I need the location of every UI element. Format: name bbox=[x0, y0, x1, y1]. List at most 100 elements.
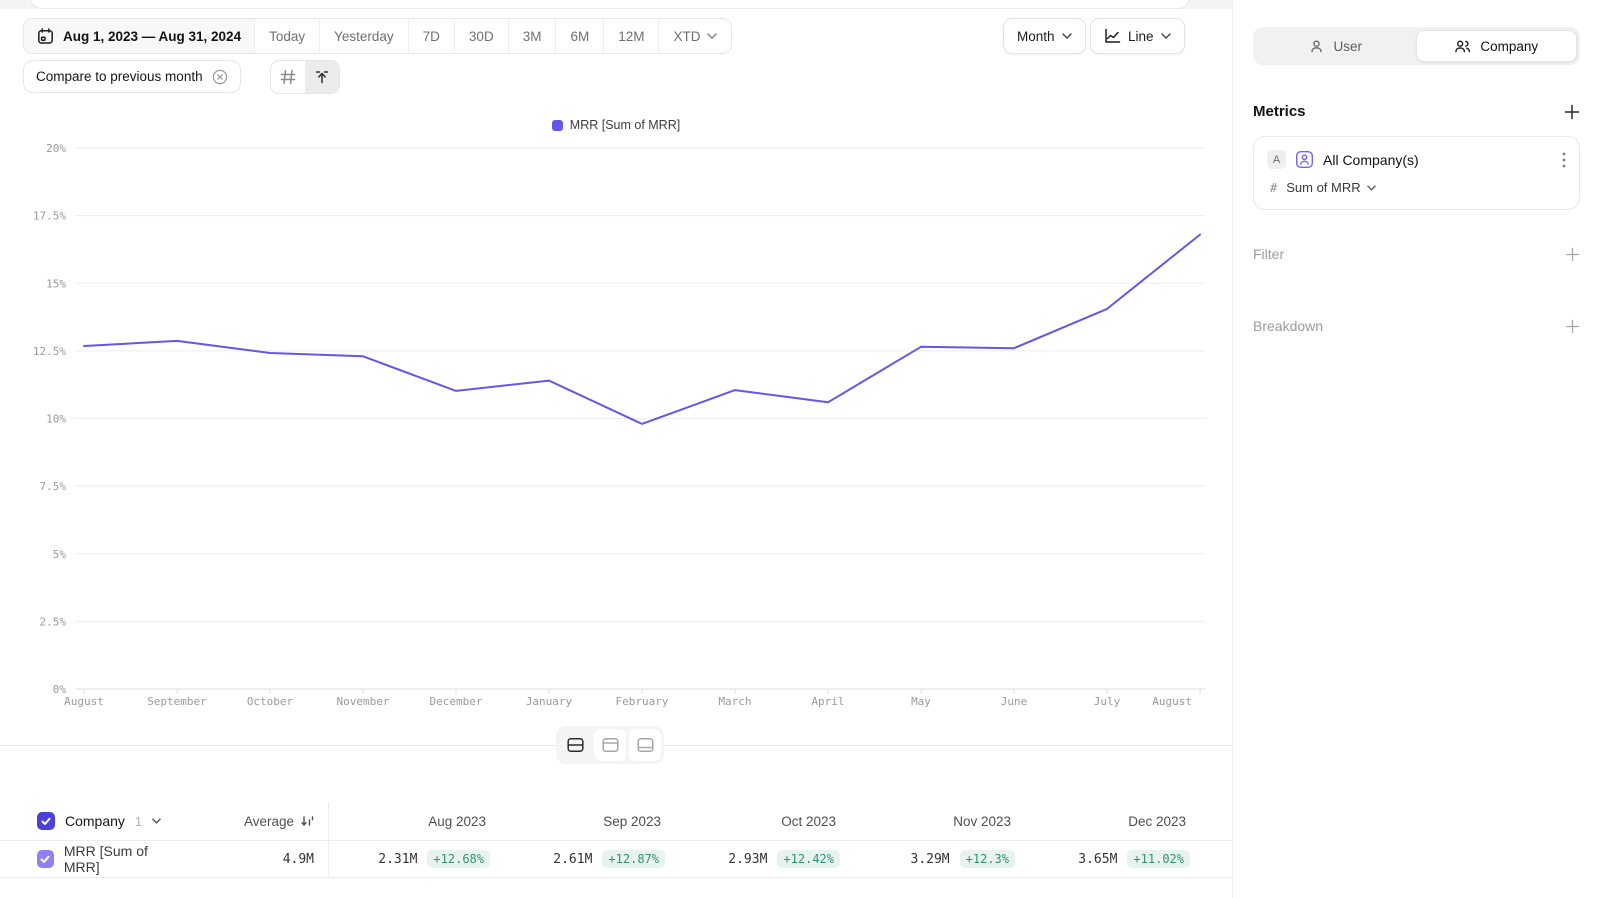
cell-value: 2.93M bbox=[728, 851, 768, 867]
y-tick-label: 20% bbox=[46, 142, 66, 155]
select-all-checkbox[interactable] bbox=[37, 812, 55, 830]
month-cells: 2.31M +12.68% 2.61M +12.87% 2.93M +12.42% 3.29… bbox=[329, 850, 1204, 868]
y-tick-label: 12.5% bbox=[33, 345, 66, 358]
x-tick-label: October bbox=[247, 695, 294, 708]
mrr-growth-line-chart[interactable]: 0% 2.5% 5% 7.5% 10% 12.5% 15% 17.5% 20% August Sep… bbox=[0, 138, 1232, 723]
range-button-xtd[interactable]: XTD bbox=[658, 19, 731, 53]
x-tick-label: January bbox=[526, 695, 573, 708]
range-button-3m[interactable]: 3M bbox=[507, 19, 556, 53]
average-column-header[interactable]: Average bbox=[243, 813, 294, 829]
metric-card[interactable]: A All Company(s) # Sum of MRR bbox=[1253, 136, 1580, 210]
y-tick-label: 10% bbox=[46, 413, 66, 426]
metric-field-dropdown[interactable]: Sum of MRR bbox=[1286, 180, 1376, 195]
sort-descending-icon[interactable] bbox=[300, 814, 314, 828]
table-cell-sep-2023: 2.61M +12.87% bbox=[504, 850, 679, 868]
number-type-icon: # bbox=[1270, 180, 1278, 195]
x-tick-label: August bbox=[64, 695, 104, 708]
tab-user[interactable]: User bbox=[1256, 30, 1416, 62]
delta-badge: +11.02% bbox=[1127, 850, 1190, 868]
filter-section: Filter bbox=[1253, 246, 1580, 262]
row-label: MRR [Sum of MRR] bbox=[63, 843, 148, 875]
table-header-row: Company 1 Average Aug 2023 Sep 2023 Oct 20… bbox=[0, 802, 1232, 841]
scrolled-card-edge bbox=[30, 0, 1190, 9]
date-range-label: Aug 1, 2023 — Aug 31, 2024 bbox=[63, 28, 242, 44]
column-header-sep-2023: Sep 2023 bbox=[603, 813, 661, 829]
chevron-down-icon bbox=[707, 33, 718, 39]
send-to-top-button[interactable] bbox=[305, 61, 339, 93]
x-tick-label: July bbox=[1094, 695, 1121, 708]
breakdown-section: Breakdown bbox=[1253, 318, 1580, 334]
y-tick-label: 17.5% bbox=[33, 210, 66, 223]
metrics-title: Metrics bbox=[1253, 103, 1306, 120]
person-in-square-icon bbox=[1295, 150, 1314, 169]
entity-tabs: User Company bbox=[1253, 27, 1580, 65]
grid-toggle-button[interactable] bbox=[271, 61, 305, 93]
user-icon bbox=[1309, 39, 1324, 54]
range-button-6m[interactable]: 6M bbox=[555, 19, 603, 53]
chart-type-label: Line bbox=[1128, 28, 1154, 44]
range-button-12m[interactable]: 12M bbox=[603, 19, 658, 53]
chart-display-toggles bbox=[270, 60, 340, 94]
x-tick-label: December bbox=[430, 695, 483, 708]
column-header-dec-2023: Dec 2023 bbox=[1128, 813, 1186, 829]
tab-company[interactable]: Company bbox=[1415, 30, 1577, 62]
chevron-down-icon[interactable] bbox=[152, 818, 161, 824]
legend-label: MRR [Sum of MRR] bbox=[569, 118, 681, 132]
table-cell-dec-2023: 3.65M +11.02% bbox=[1029, 850, 1204, 868]
y-tick-label: 0% bbox=[53, 683, 67, 696]
x-tick-label: August bbox=[1152, 695, 1192, 708]
layout-table-only-button[interactable] bbox=[629, 729, 661, 761]
metric-field-label: Sum of MRR bbox=[1286, 180, 1361, 195]
metrics-section-header: Metrics bbox=[1253, 103, 1580, 120]
y-tick-label: 5% bbox=[53, 548, 67, 561]
delta-badge: +12.68% bbox=[427, 850, 490, 868]
cell-value: 3.29M bbox=[910, 851, 950, 867]
x-tick-label: April bbox=[811, 695, 844, 708]
granularity-dropdown[interactable]: Month bbox=[1003, 18, 1086, 54]
granularity-label: Month bbox=[1017, 28, 1055, 44]
layout-split-button[interactable] bbox=[559, 729, 591, 761]
tab-user-label: User bbox=[1333, 38, 1362, 54]
layout-chart-only-button[interactable] bbox=[594, 729, 626, 761]
x-circle-icon[interactable] bbox=[212, 69, 228, 85]
range-button-7d[interactable]: 7D bbox=[407, 19, 454, 53]
column-header-aug-2023: Aug 2023 bbox=[428, 813, 486, 829]
add-metric-button[interactable] bbox=[1564, 104, 1580, 120]
date-range-picker[interactable]: Aug 1, 2023 — Aug 31, 2024 bbox=[24, 19, 255, 53]
legend-swatch bbox=[551, 119, 563, 131]
compare-chip[interactable]: Compare to previous month bbox=[23, 60, 241, 93]
breakdown-table: Company 1 Average Aug 2023 Sep 2023 Oct 20… bbox=[0, 802, 1232, 878]
add-breakdown-button[interactable] bbox=[1565, 319, 1580, 334]
chevron-down-icon bbox=[1061, 33, 1072, 39]
x-tick-label: November bbox=[337, 695, 390, 708]
range-button-yesterday[interactable]: Yesterday bbox=[319, 19, 408, 53]
arrow-up-to-line-icon bbox=[314, 69, 330, 85]
users-icon bbox=[1454, 39, 1471, 54]
average-value: 4.9M bbox=[282, 851, 314, 867]
mrr-series-line[interactable] bbox=[83, 233, 1201, 425]
metric-table-row[interactable]: MRR [Sum of MRR] 4.9M 2.31M +12.68% 2.61M +… bbox=[0, 841, 1232, 878]
add-filter-button[interactable] bbox=[1565, 247, 1580, 262]
split-view-icon bbox=[566, 736, 585, 754]
chart-legend: MRR [Sum of MRR] bbox=[0, 118, 1232, 132]
breakdown-label: Breakdown bbox=[1253, 318, 1324, 334]
kebab-icon[interactable] bbox=[1562, 152, 1566, 168]
x-tick-label: March bbox=[718, 695, 751, 708]
range-button-today[interactable]: Today bbox=[254, 19, 319, 53]
chart-only-view-icon bbox=[601, 736, 620, 754]
line-chart-icon bbox=[1104, 28, 1121, 44]
row-checkbox[interactable] bbox=[37, 850, 54, 868]
compare-chip-label: Compare to previous month bbox=[36, 69, 203, 84]
month-headers: Aug 2023 Sep 2023 Oct 2023 Nov 2023 Dec 2023 bbox=[329, 814, 1204, 829]
cell-value: 2.61M bbox=[553, 851, 593, 867]
range-button-30d[interactable]: 30D bbox=[453, 19, 508, 53]
metric-name: All Company(s) bbox=[1323, 151, 1419, 168]
y-tick-label: 2.5% bbox=[40, 615, 67, 628]
settings-sidebar: User Company Metrics A bbox=[1232, 0, 1600, 898]
chart-type-dropdown[interactable]: Line bbox=[1090, 18, 1185, 54]
y-tick-label: 15% bbox=[46, 277, 66, 290]
date-range-toolbar: Aug 1, 2023 — Aug 31, 2024 Today Yesterda… bbox=[23, 18, 733, 54]
table-cell-nov-2023: 3.29M +12.3% bbox=[854, 850, 1029, 868]
company-column-header[interactable]: Company bbox=[65, 813, 125, 829]
calendar-icon bbox=[37, 27, 54, 45]
